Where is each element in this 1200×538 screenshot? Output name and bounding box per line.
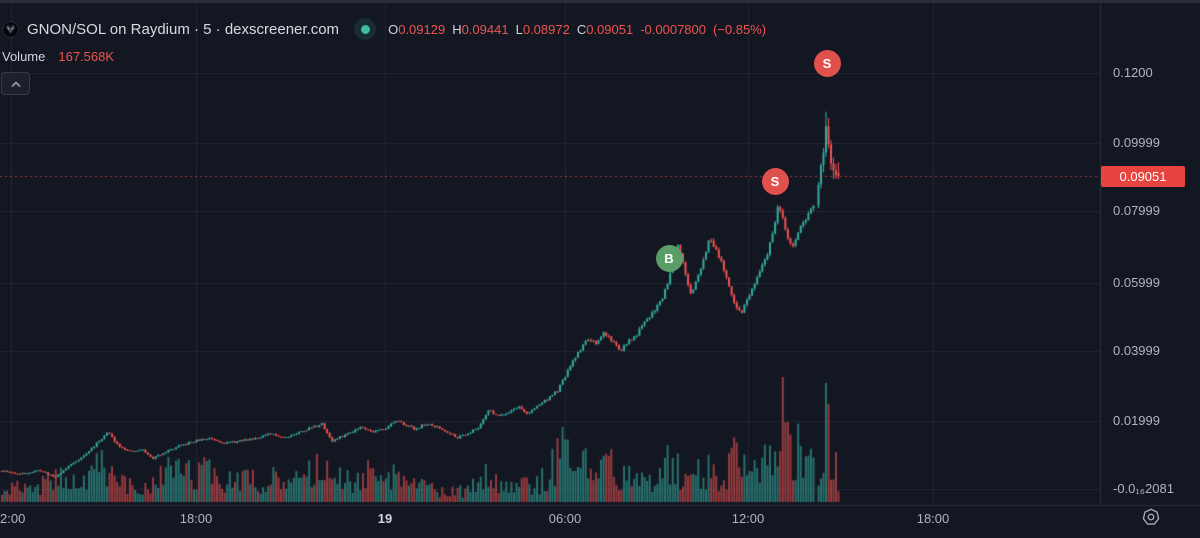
last-price-badge: 0.09051 [1101, 166, 1185, 187]
price-axis-label: 0.03999 [1113, 343, 1160, 358]
symbol-title[interactable]: GNON/SOL on Raydium · 5 · dexscreener.co… [27, 20, 340, 38]
volume-label: Volume [2, 48, 46, 64]
change-value: -0.0007800 [640, 21, 706, 37]
token-logo-icon [2, 20, 19, 38]
change-percent: (−0.85%) [712, 21, 767, 37]
sell-marker[interactable]: S [813, 49, 841, 77]
open-value: 0.09129 [398, 21, 446, 37]
time-axis-label: 18:00 [916, 511, 950, 526]
time-axis-label: 19 [377, 511, 393, 526]
close-label: C [576, 21, 587, 37]
low-value: 0.08972 [522, 21, 570, 37]
time-axis-label: 2:00 [0, 511, 26, 526]
legend-collapse-button[interactable] [1, 72, 30, 95]
time-axis-label: 12:00 [731, 511, 765, 526]
time-axis-label: 18:00 [179, 511, 213, 526]
volume-value: 167.568K [58, 48, 115, 64]
chevron-up-icon [11, 81, 20, 87]
high-value: 0.09441 [461, 21, 509, 37]
settings-gear-icon[interactable] [1139, 505, 1163, 529]
close-value: 0.09051 [586, 21, 634, 37]
volume-indicator-legend: Volume 167.568K [2, 46, 114, 66]
live-status-icon [354, 18, 377, 40]
price-axis-label: 0.1200 [1113, 65, 1153, 80]
sell-marker[interactable]: S [761, 167, 789, 195]
buy-marker[interactable]: B [655, 244, 683, 272]
price-axis-label: 0.05999 [1113, 275, 1160, 290]
low-label: L [515, 21, 523, 37]
time-axis[interactable]: 2:00 18:00 19 06:00 12:00 18:00 [0, 505, 1200, 538]
time-axis-label: 06:00 [548, 511, 582, 526]
chart-legend: GNON/SOL on Raydium · 5 · dexscreener.co… [2, 17, 766, 41]
price-axis-label: 0.07999 [1113, 203, 1160, 218]
price-axis-label: 0.01999 [1113, 413, 1160, 428]
price-axis-label: -0.0₁₆2081 [1113, 481, 1174, 496]
high-label: H [452, 21, 462, 37]
price-axis-label: 0.09999 [1113, 135, 1160, 150]
ohlc-readout: O0.09129 H0.09441 L0.08972 C0.09051 -0.0… [388, 22, 766, 37]
open-label: O [388, 21, 399, 37]
price-axis[interactable]: 0.1200 0.09999 0.07999 0.05999 0.03999 0.0199… [1100, 0, 1200, 505]
